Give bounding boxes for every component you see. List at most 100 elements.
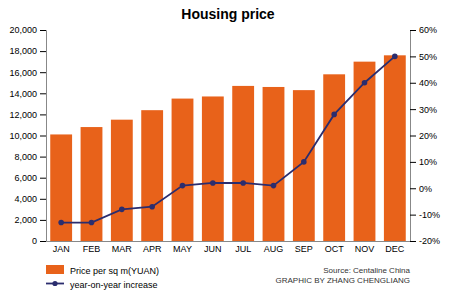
title: Housing price (181, 6, 275, 22)
bar (141, 110, 163, 241)
marker (301, 159, 307, 165)
line-series (58, 54, 397, 226)
tick: 10,000 (9, 131, 46, 141)
tick-label: JAN (53, 244, 70, 254)
marker (210, 180, 216, 186)
marker (271, 183, 277, 189)
tick-label: 8,000 (14, 152, 37, 162)
bar-series (50, 55, 406, 241)
tick-mark (40, 51, 46, 52)
legend: Price per sq m(YUAN) year-on-year increas… (46, 265, 159, 290)
tick-label: NOV (355, 244, 375, 254)
tick-mark (410, 188, 416, 189)
tick-label: JUN (204, 244, 222, 254)
tick: 20,000 (9, 25, 46, 35)
tick: 50% (410, 52, 437, 62)
tick-label: 16,000 (9, 68, 37, 78)
tick: DEC (385, 244, 405, 254)
bar (50, 134, 72, 241)
tick-label: 20,000 (9, 25, 37, 35)
tick: 14,000 (9, 89, 46, 99)
marker (119, 207, 125, 213)
legend-label: Price per sq m(YUAN) (70, 266, 159, 276)
tick-label: SEP (295, 244, 313, 254)
tick-mark (410, 83, 416, 84)
tick: 40% (410, 78, 437, 88)
tick: JUL (235, 244, 251, 254)
tick-label: 40% (419, 78, 437, 88)
tick-label: APR (143, 244, 162, 254)
tick: 4,000 (14, 194, 46, 204)
tick: 16,000 (9, 68, 46, 78)
tick-mark (40, 30, 46, 31)
tick-label: 0 (32, 236, 37, 246)
tick-label: 18,000 (9, 46, 37, 56)
bar (232, 86, 254, 241)
marker (58, 220, 64, 226)
tick: 8,000 (14, 152, 46, 162)
tick: MAR (112, 244, 133, 254)
legend-item: Price per sq m(YUAN) (46, 265, 159, 276)
axis-line (47, 241, 411, 242)
tick-mark (410, 30, 416, 31)
bar (354, 62, 376, 241)
tick-label: 4,000 (14, 194, 37, 204)
tick-mark (40, 220, 46, 221)
legend-marker (52, 281, 57, 286)
tick: 0% (410, 184, 432, 194)
y2-axis: -20%-10%0%10%20%30%40%50%60% (410, 25, 440, 246)
tick-label: MAY (173, 244, 192, 254)
tick-label: AUG (264, 244, 284, 254)
tick: JAN (53, 244, 70, 254)
tick-label: 14,000 (9, 89, 37, 99)
tick: 18,000 (9, 46, 46, 56)
legend-item: year-on-year increase (46, 280, 158, 290)
tick: 12,000 (9, 110, 46, 120)
legend-swatch (46, 265, 64, 274)
tick: MAY (173, 244, 192, 254)
tick: SEP (295, 244, 313, 254)
tick-mark (410, 136, 416, 137)
tick-label: 0% (419, 184, 432, 194)
tick-label: 2,000 (14, 215, 37, 225)
tick-label: FEB (83, 244, 101, 254)
tick: APR (143, 244, 162, 254)
tick-mark (40, 93, 46, 94)
tick: 60% (410, 25, 437, 35)
tick: NOV (355, 244, 375, 254)
tick: 10% (410, 157, 437, 167)
plot-area: JAN FEB MAR APR MAY JUN JUL AUG SEP OCT NOV DEC 0 2,0… (9, 25, 440, 254)
tick-mark (40, 114, 46, 115)
tick-mark (410, 56, 416, 57)
tick-mark (40, 241, 46, 242)
tick-mark (40, 136, 46, 137)
tick: FEB (83, 244, 101, 254)
tick-mark (40, 199, 46, 200)
x-axis: JAN FEB MAR APR MAY JUN JUL AUG SEP OCT NOV DEC (47, 242, 411, 255)
tick-label: 20% (419, 131, 437, 141)
annotation: Source: Centaline ChinaGRAPHIC BY ZHANG … (275, 266, 410, 285)
tick-label: 50% (419, 52, 437, 62)
line (61, 56, 395, 222)
marker (149, 204, 155, 210)
tick-label: 12,000 (9, 110, 37, 120)
tick-mark (40, 72, 46, 73)
tick-label: 10% (419, 157, 437, 167)
tick-label: MAR (112, 244, 133, 254)
bar (323, 74, 345, 241)
tick-label: 30% (419, 105, 437, 115)
tick: 0 (32, 236, 46, 246)
y-axis: 0 2,000 4,000 6,000 8,000 10,000 12,000 14,000 1… (9, 25, 46, 246)
tick-mark (410, 215, 416, 216)
tick: 30% (410, 105, 437, 115)
tick-label: DEC (385, 244, 405, 254)
tick-label: 60% (419, 25, 437, 35)
tick: OCT (325, 244, 345, 254)
tick-label: 6,000 (14, 173, 37, 183)
marker (89, 220, 95, 226)
marker (240, 180, 246, 186)
tick: JUN (204, 244, 222, 254)
tick: 2,000 (14, 215, 46, 225)
bar (81, 127, 103, 241)
bar (293, 90, 315, 241)
